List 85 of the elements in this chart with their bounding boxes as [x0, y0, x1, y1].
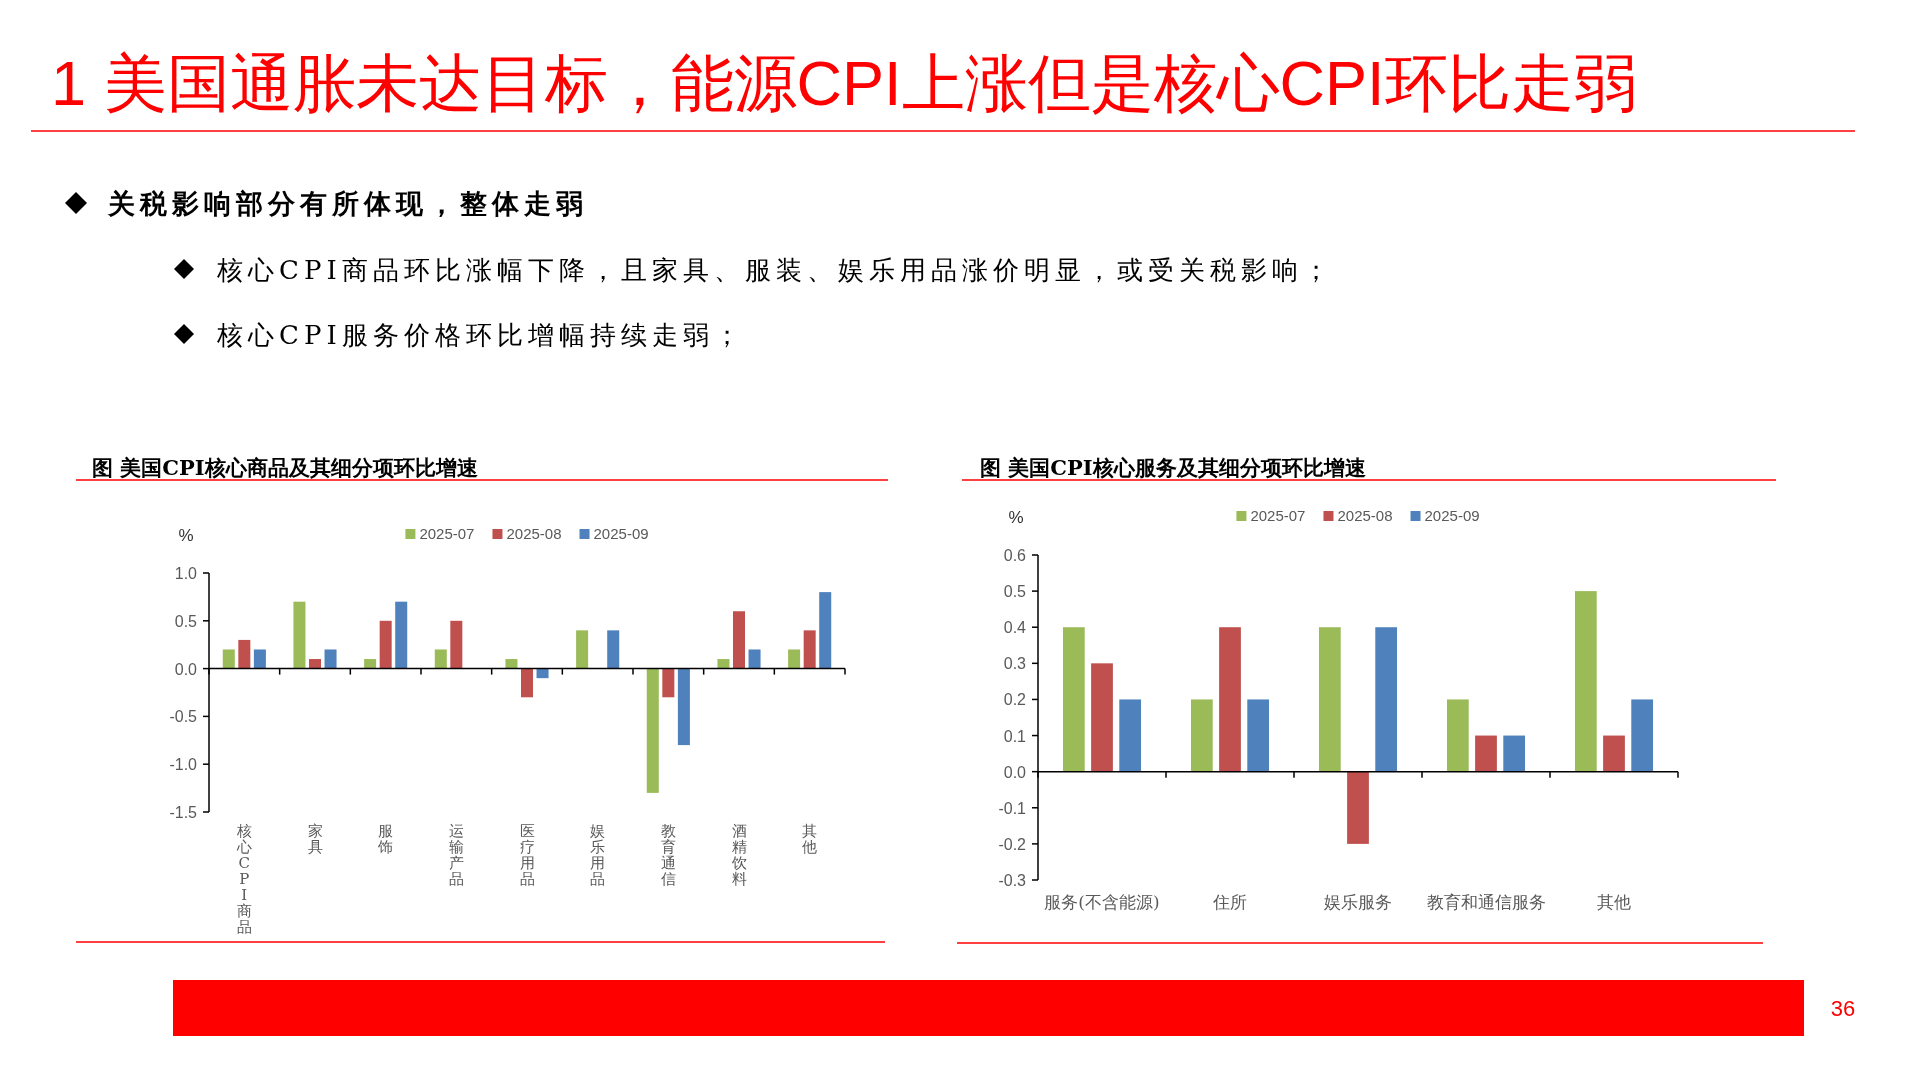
bar: [434, 649, 447, 669]
x-tick-label: 服饰: [377, 821, 394, 856]
bar: [1190, 699, 1213, 772]
x-tick-label: 医疗用品: [519, 821, 535, 888]
y-axis-title: %: [178, 526, 194, 545]
x-tick-label: 其他: [1597, 892, 1631, 912]
bar: [748, 649, 761, 669]
y-tick-label: -0.2: [998, 835, 1027, 853]
y-tick-label: -0.3: [998, 872, 1027, 889]
y-tick-label: -1.0: [169, 756, 198, 774]
bar: [1603, 735, 1625, 772]
y-tick-label: 0.5: [174, 612, 198, 630]
y-tick-label: -1.5: [169, 804, 198, 821]
text: 关税影响部分有所体现，整体走弱: [107, 188, 588, 219]
bar: [505, 659, 518, 669]
y-tick-label: 0.0: [1003, 763, 1027, 781]
x-tick-label: 其他: [802, 821, 818, 856]
bar: [1219, 627, 1241, 772]
y-tick-label: -0.5: [169, 708, 198, 726]
x-tick-label: 住所: [1212, 892, 1247, 912]
bar: [536, 668, 549, 679]
x-tick-label: 酒精饮料: [730, 821, 747, 888]
bar: [677, 668, 690, 746]
bar: [717, 659, 730, 669]
y-tick-label: 0.6: [1003, 547, 1027, 564]
y-tick-label: -0.1: [998, 799, 1027, 817]
bar: [324, 649, 337, 669]
legend-label: 2025-08: [1337, 507, 1393, 524]
bar: [819, 592, 832, 669]
bar: [1475, 735, 1497, 772]
x-tick-label: 服务(不含能源): [1044, 892, 1160, 912]
bar: [520, 668, 534, 698]
x-tick-label: 娱乐用品: [590, 821, 606, 888]
bar: [1247, 699, 1270, 772]
bar: [1062, 627, 1085, 772]
bar: [1574, 591, 1597, 772]
bar: [1119, 699, 1142, 772]
chart-title: 图 美国CPI核心商品及其细分项环比增速: [92, 455, 478, 480]
x-tick-label: 家具: [307, 821, 323, 856]
chart-title: 图 美国CPI核心服务及其细分项环比增速: [980, 455, 1366, 480]
bar: [222, 649, 235, 669]
bar: [732, 611, 746, 669]
y-tick-label: 0.4: [1003, 619, 1027, 637]
bar: [379, 620, 392, 669]
text: 核心CPI商品环比涨幅下降，且家具、服装、娱乐用品涨价明显，或受关税影响；: [216, 255, 1334, 285]
bar: [308, 659, 322, 669]
bar: [803, 630, 816, 669]
x-tick-label: 娱乐服务: [1324, 892, 1392, 912]
y-tick-label: 0.5: [1003, 583, 1027, 601]
bar: [1347, 771, 1369, 844]
text: 36: [1830, 996, 1856, 1021]
x-tick-label: 运输产品: [448, 821, 464, 888]
y-tick-label: 0.1: [1003, 727, 1027, 745]
bar: [253, 649, 266, 669]
bar: [1091, 663, 1113, 772]
x-tick-label: 教育和通信服务: [1426, 892, 1546, 912]
legend-label: 2025-07: [1250, 507, 1306, 524]
bar: [364, 659, 377, 669]
legend-label: 2025-09: [1424, 507, 1480, 524]
legend-label: 2025-08: [506, 525, 562, 542]
bar: [1446, 699, 1469, 772]
bar: [788, 649, 801, 669]
y-tick-label: 1.0: [174, 565, 198, 582]
bar: [1631, 699, 1654, 772]
bar: [450, 620, 463, 669]
bar: [662, 668, 675, 698]
legend-label: 2025-07: [419, 525, 475, 542]
text: 核心CPI服务价格环比增幅持续走弱；: [216, 320, 745, 350]
bar: [1503, 735, 1526, 772]
y-tick-label: 0.3: [1003, 655, 1027, 673]
bar: [293, 601, 306, 669]
bar: [1375, 627, 1398, 772]
x-tick-label: 教育通信: [660, 821, 676, 888]
bar: [238, 639, 251, 669]
bar: [646, 668, 659, 793]
bar: [395, 601, 408, 669]
legend-label: 2025-09: [593, 525, 649, 542]
y-axis-title: %: [1008, 508, 1024, 527]
y-tick-label: 0.0: [174, 660, 198, 678]
text: 1 美国通胀未达目标，能源CPI上涨但是核心CPI环比走弱: [51, 48, 1637, 118]
bar: [607, 630, 620, 669]
x-tick-label: 核心CPI商品: [235, 821, 252, 936]
y-tick-label: 0.2: [1003, 691, 1027, 709]
bar: [1318, 627, 1341, 772]
bar: [576, 630, 589, 669]
